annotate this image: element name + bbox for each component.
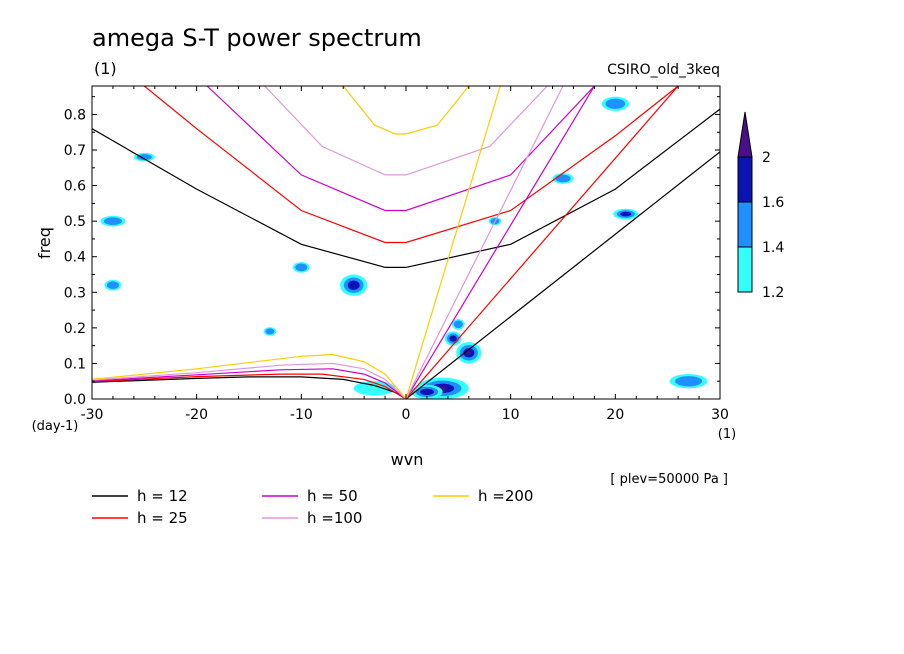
y-tick-label: 0.2 — [64, 321, 86, 337]
legend-label: h =100 — [307, 509, 362, 527]
curve-kelvin-0 — [405, 151, 720, 399]
x-axis-ticks: -30 -20 -10 0 10 20 30 — [81, 86, 729, 423]
x-tick-label: -10 — [290, 407, 313, 423]
x-tick-label: 20 — [606, 407, 624, 423]
x-axis-unit: (1) — [718, 427, 736, 442]
legend-label: h =200 — [478, 487, 533, 505]
x-tick-label: 0 — [402, 407, 411, 423]
curve-er-1 — [92, 373, 407, 399]
colorbar-label: 2 — [762, 150, 771, 166]
y-tick-label: 0.3 — [64, 285, 86, 301]
colorbar-arrow — [737, 111, 753, 158]
y-tick-label: 0.6 — [64, 179, 86, 195]
x-tick-label: 10 — [502, 407, 520, 423]
colorbar-segment-2 — [737, 156, 753, 203]
contour-patch-1-level-3 — [466, 350, 471, 355]
contour-patch-11-level-1 — [555, 174, 571, 183]
curve-ig-3 — [264, 86, 548, 176]
contour-patch-8-level-2 — [347, 280, 360, 290]
x-tick-label: -20 — [185, 407, 208, 423]
contour-patch-13-level-1 — [136, 154, 152, 161]
colorbar-segment-0 — [737, 246, 753, 293]
y-tick-label: 0.1 — [64, 356, 86, 372]
contour-patch-9-level-1 — [675, 376, 703, 387]
legend-label: h = 25 — [137, 509, 188, 527]
x-axis-title: wvn — [391, 450, 424, 469]
curve-ig-0 — [92, 108, 720, 268]
y-tick-label: 0.4 — [64, 250, 86, 266]
colorbar-label: 1.6 — [762, 195, 784, 211]
contour-patch-4-level-2 — [420, 388, 434, 396]
curve-er-3 — [92, 362, 407, 399]
curve-er-4 — [92, 353, 407, 399]
curve-er-2 — [92, 368, 407, 399]
colorbar: 1.2 1.4 1.6 2 — [737, 111, 784, 301]
contour-patch-2-level-2 — [449, 335, 457, 342]
contour-patch-7-level-1 — [295, 263, 308, 272]
colorbar-segment-1 — [737, 201, 753, 248]
x-tick-label: -30 — [81, 407, 104, 423]
chart-subtitle: (1) — [94, 59, 117, 78]
pressure-level-note: [ plev=50000 Pa ] — [610, 472, 728, 487]
contour-patch-12-level-1 — [605, 98, 626, 109]
y-tick-label: 0.8 — [64, 107, 86, 123]
y-tick-label: 0.7 — [64, 143, 86, 159]
contour-patch-10-level-2 — [620, 211, 632, 217]
contour-patch-5-level-0 — [353, 381, 396, 396]
y-axis-unit: (day-1) — [32, 419, 79, 434]
legend-label: h = 12 — [137, 487, 188, 505]
contour-patch-6-level-1 — [103, 217, 122, 226]
y-tick-label: 0.5 — [64, 214, 86, 230]
curve-kelvin-1 — [405, 86, 679, 399]
x-tick-label: 30 — [711, 407, 729, 423]
curve-ig-1 — [143, 86, 679, 244]
curve-er-0 — [92, 376, 407, 399]
model-name-label: CSIRO_old_3keq — [607, 62, 720, 78]
y-axis-ticks: 0.0 0.1 0.2 0.3 0.4 0.5 0.6 0.7 0.8 — [64, 96, 720, 408]
dispersion-curves — [92, 86, 720, 399]
contour-patch-14-level-1 — [106, 281, 119, 290]
legend: h = 12 h = 25 h = 50 h =100 h =200 — [92, 487, 533, 527]
curve-kelvin-2 — [405, 86, 595, 399]
chart-title: amega S-T power spectrum — [92, 24, 422, 52]
contour-patch-16-level-1 — [265, 328, 275, 335]
power-contours — [100, 96, 708, 399]
colorbar-label: 1.2 — [762, 285, 784, 301]
colorbar-label: 1.4 — [762, 240, 784, 256]
curve-ig-4 — [342, 86, 470, 135]
y-axis-title: freq — [35, 227, 54, 259]
curve-ig-2 — [206, 86, 595, 212]
curve-kelvin-4 — [405, 86, 501, 399]
legend-label: h = 50 — [307, 487, 358, 505]
curve-kelvin-3 — [405, 86, 564, 399]
y-tick-label: 0.0 — [64, 392, 86, 408]
contour-patch-3-level-1 — [453, 320, 463, 329]
